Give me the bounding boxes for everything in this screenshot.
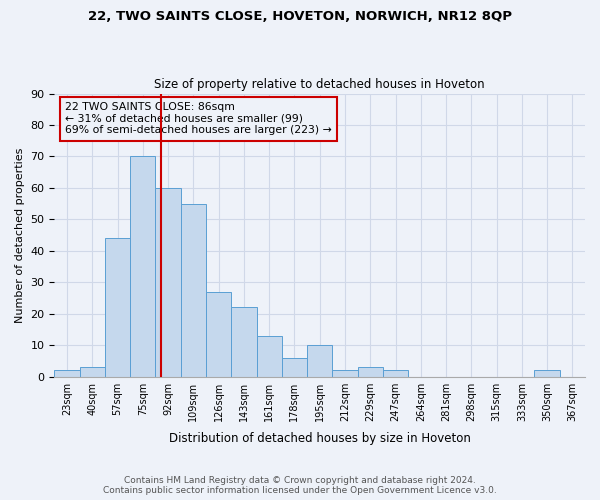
Title: Size of property relative to detached houses in Hoveton: Size of property relative to detached ho… (154, 78, 485, 91)
Bar (332, 370, 358, 376)
Bar (383, 370, 408, 376)
Bar (535, 370, 560, 376)
X-axis label: Distribution of detached houses by size in Hoveton: Distribution of detached houses by size … (169, 432, 470, 445)
Bar (282, 358, 307, 376)
Bar (358, 367, 383, 376)
Bar (257, 336, 282, 376)
Bar (55, 370, 80, 376)
Text: Contains HM Land Registry data © Crown copyright and database right 2024.
Contai: Contains HM Land Registry data © Crown c… (103, 476, 497, 495)
Bar (231, 308, 257, 376)
Bar (206, 292, 231, 376)
Bar (130, 156, 155, 376)
Bar (307, 345, 332, 376)
Y-axis label: Number of detached properties: Number of detached properties (15, 148, 25, 323)
Bar (181, 204, 206, 376)
Bar (80, 367, 105, 376)
Text: 22 TWO SAINTS CLOSE: 86sqm
← 31% of detached houses are smaller (99)
69% of semi: 22 TWO SAINTS CLOSE: 86sqm ← 31% of deta… (65, 102, 332, 135)
Bar (155, 188, 181, 376)
Bar (105, 238, 130, 376)
Text: 22, TWO SAINTS CLOSE, HOVETON, NORWICH, NR12 8QP: 22, TWO SAINTS CLOSE, HOVETON, NORWICH, … (88, 10, 512, 23)
